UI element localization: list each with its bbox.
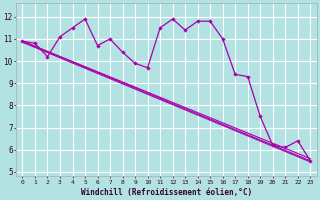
X-axis label: Windchill (Refroidissement éolien,°C): Windchill (Refroidissement éolien,°C) [81,188,252,197]
